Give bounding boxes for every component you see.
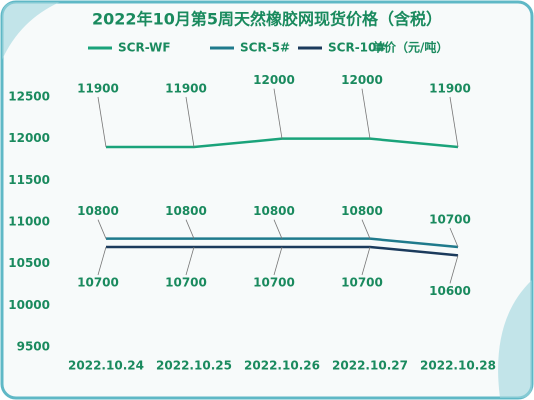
leader-line	[273, 88, 283, 139]
corner-decor	[498, 280, 532, 398]
corner-decor	[2, 2, 60, 60]
leader-line	[97, 219, 107, 239]
data-label: 11900	[429, 82, 471, 96]
x-tick-label: 2022.10.24	[68, 359, 144, 373]
leader-line	[97, 246, 107, 276]
data-label: 11900	[165, 82, 207, 96]
data-label: 10700	[429, 213, 471, 227]
data-label: 11900	[77, 82, 119, 96]
leader-line	[449, 96, 459, 148]
leader-line	[185, 96, 195, 148]
leader-line	[449, 227, 459, 248]
y-tick-label: 10500	[8, 256, 50, 270]
data-label: 10800	[77, 204, 119, 218]
leader-line	[361, 246, 371, 276]
leader-line	[449, 255, 459, 284]
y-tick-label: 10000	[8, 298, 50, 312]
data-label: 10800	[253, 204, 295, 218]
leader-line	[185, 246, 195, 276]
line-series	[106, 237, 459, 249]
leader-line	[185, 219, 195, 239]
y-tick-label: 11000	[8, 215, 50, 229]
data-label: 10700	[341, 276, 383, 290]
data-label: 10700	[165, 276, 207, 290]
chart-title: 2022年10月第5周天然橡胶网现货价格（含税）	[92, 10, 442, 29]
data-label: 10800	[341, 204, 383, 218]
data-label: 10700	[77, 276, 119, 290]
x-tick-label: 2022.10.27	[332, 359, 408, 373]
y-axis-label: 单价（元/吨）	[372, 40, 448, 55]
leader-line	[273, 219, 283, 239]
leader-line	[361, 219, 371, 239]
legend-label: SCR-5#	[240, 41, 290, 55]
legend-label: SCR-10#	[328, 41, 386, 55]
y-tick-label: 12500	[8, 90, 50, 104]
data-label: 10600	[429, 284, 471, 298]
y-tick-label: 11500	[8, 173, 50, 187]
legend-label: SCR-WF	[118, 41, 171, 55]
data-label: 12000	[253, 73, 295, 87]
data-label: 10700	[253, 276, 295, 290]
x-tick-label: 2022.10.28	[420, 359, 496, 373]
y-tick-label: 9500	[17, 340, 50, 354]
y-tick-label: 12000	[8, 131, 50, 145]
x-tick-label: 2022.10.25	[156, 359, 232, 373]
data-label: 10800	[165, 204, 207, 218]
line-series	[106, 137, 459, 149]
data-label: 12000	[341, 73, 383, 87]
leader-line	[361, 88, 371, 139]
x-tick-label: 2022.10.26	[244, 359, 320, 373]
leader-line	[273, 246, 283, 276]
leader-line	[97, 96, 107, 148]
